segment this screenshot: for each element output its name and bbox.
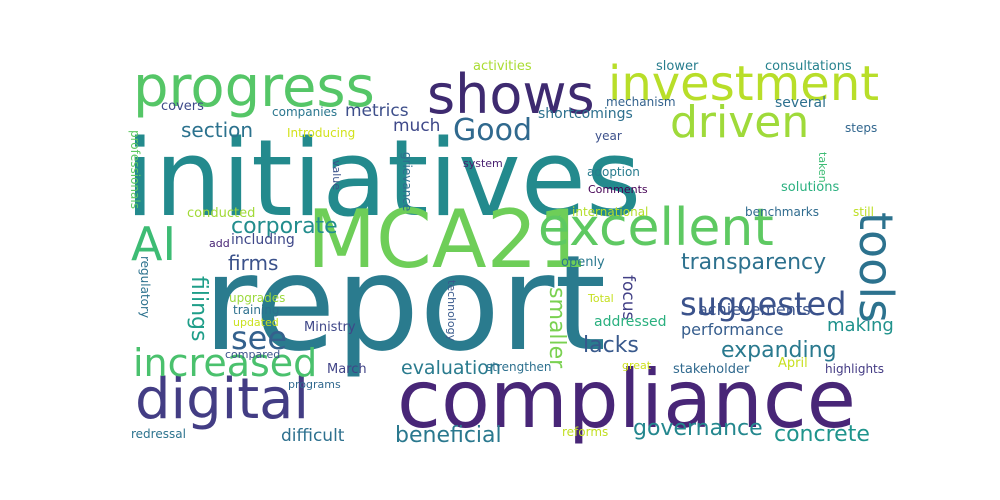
word-march: March [327,362,367,377]
word-openly: openly [561,255,605,270]
word-evaluation: evaluation [401,357,501,379]
word-mca21: MCA21 [307,193,589,286]
word-addressed: addressed [594,314,667,330]
word-tools: tools [849,212,901,324]
word-value: value [330,160,343,191]
word-compared: compared [225,348,281,361]
word-making: making [827,315,894,336]
word-compliance: compliance [397,353,857,446]
word-see: see [231,319,288,357]
word-benchmarks: benchmarks [745,205,819,219]
word-consultations: consultations [765,60,852,74]
word-slower: slower [656,60,699,74]
word-shows: shows [427,63,595,126]
word-training: training [233,303,280,317]
word-expanding: expanding [721,338,837,363]
word-april: April [778,356,808,371]
word-investment: investment [608,60,880,112]
word-corporate: corporate [231,214,338,239]
word-updated: updated [233,316,279,329]
word-digital: digital [135,367,310,432]
word-add: add [209,237,230,250]
word-taken: taken [816,152,829,183]
word-upgrades: upgrades [229,291,286,305]
word-solutions: solutions [781,180,840,195]
word-excellent: excellent [538,198,774,258]
word-increased: increased [133,341,318,385]
word-several: several [775,95,827,111]
word-performance: performance [681,320,784,339]
word-lacks: lacks [583,333,639,358]
word-redressal: redressal [131,427,186,441]
word-section: section [181,118,254,142]
word-professionals: professionals [128,130,142,209]
word-smaller: smaller [544,287,569,369]
word-ai: AI [131,217,177,271]
word-adoption: adoption [587,165,640,179]
word-still: still [853,205,874,219]
word-good: Good [453,113,532,148]
word-achievements: achievements [698,300,811,319]
word-steps: steps [845,121,878,135]
word-regulatory: regulatory [138,256,152,319]
word-governance: governance [633,416,763,441]
word-focus: focus [618,275,638,321]
word-ministry: Ministry [304,320,356,335]
word-filings: filings [186,276,211,342]
word-programs: programs [288,378,341,391]
word-cloud: report initiatives compliance MCA21 excellen… [125,60,901,448]
word-comments: Comments [588,183,648,196]
word-introducing: Introducing [287,126,356,140]
word-transparency: transparency [681,250,827,275]
word-difficult: difficult [281,426,345,446]
word-strengthen: strengthen [486,360,552,374]
word-stakeholder: stakeholder [673,362,750,377]
word-driven: driven [670,97,810,148]
word-much: much [393,116,441,136]
word-international: international [572,205,649,219]
word-initiatives: initiatives [125,117,642,240]
word-great: great [622,359,652,372]
word-progress: progress [133,60,375,120]
word-reforms: reforms [562,425,609,439]
word-suggested: suggested [680,285,847,323]
word-shortcomings: shortcomings [538,106,633,122]
word-firms: firms [228,251,279,275]
word-grievance: grievance [400,152,414,212]
word-system: system [463,157,503,170]
word-highlights: highlights [825,362,885,376]
word-companies: companies [272,105,338,119]
word-metrics: metrics [345,101,409,121]
word-conducted: conducted [187,206,256,221]
word-report: report [203,227,607,381]
word-total: Total [588,292,614,305]
word-beneficial: beneficial [395,423,502,448]
word-including: including [231,232,295,248]
word-activities: activities [473,60,532,74]
word-concrete: concrete [774,422,870,447]
word-mechanism: mechanism [606,95,676,109]
word-year: year [595,129,622,143]
word-covers: covers [161,99,204,114]
word-technology: technology [445,280,458,342]
